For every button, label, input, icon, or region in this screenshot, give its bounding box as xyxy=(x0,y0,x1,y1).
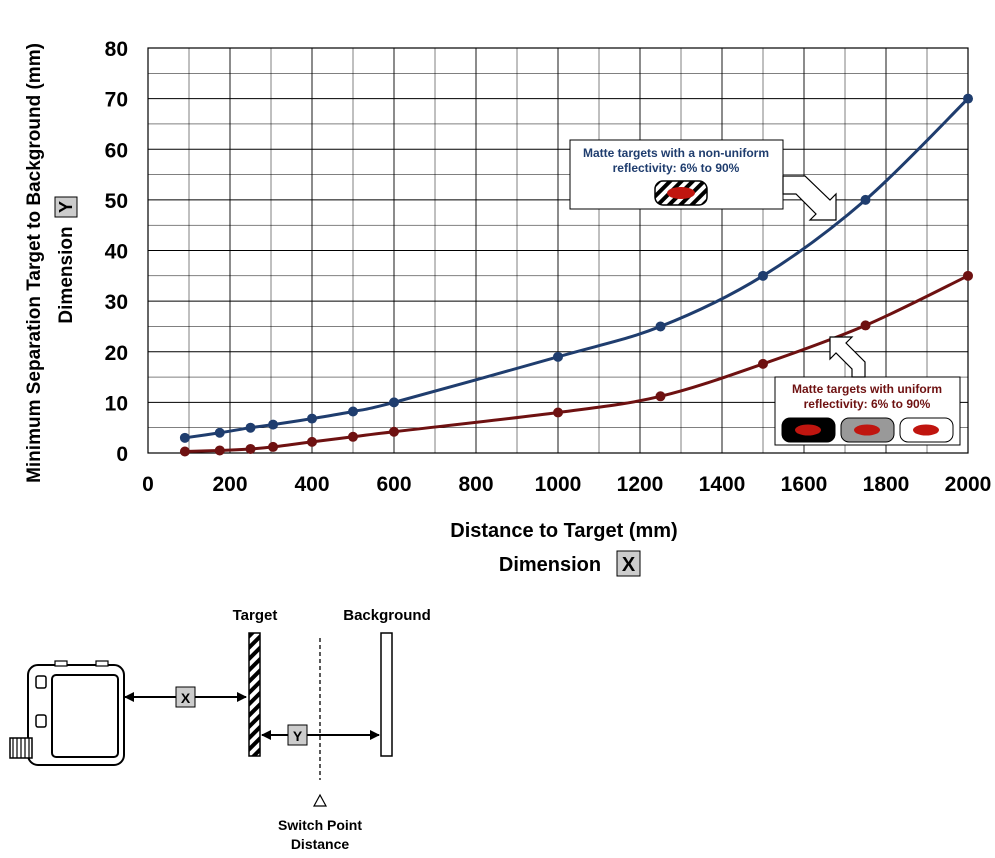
series-2-point xyxy=(963,270,973,281)
y-tick-label: 70 xyxy=(105,89,128,112)
red-spot-icon xyxy=(854,424,880,436)
switch-point-label-line2: Distance xyxy=(291,836,350,852)
x-tick-label: 0 xyxy=(142,473,154,496)
line-chart: 0 10 20 30 40 50 60 70 80 0 200 400 600 800 1000 1200 1… xyxy=(24,38,991,577)
x-tick-label: 1600 xyxy=(781,473,828,496)
y-tick-label: 30 xyxy=(105,291,128,314)
target-plate xyxy=(248,632,261,757)
y-tick-label: 40 xyxy=(105,241,128,264)
annotation-uniform-line2: reflectivity: 6% to 90% xyxy=(804,397,931,411)
x-diagram-badge: X xyxy=(181,690,191,706)
y-tick-label: 20 xyxy=(105,342,128,365)
x-tick-label: 1000 xyxy=(535,473,582,496)
series-1-point xyxy=(214,427,225,438)
y-axis-label: Minimum Separation Target to Background … xyxy=(24,43,45,483)
y-axis-dimension-label: Dimension Y xyxy=(54,196,78,324)
y-axis-dimension-text: Dimension xyxy=(56,226,77,323)
series-1-point xyxy=(860,194,871,205)
y-badge-box xyxy=(54,196,78,218)
x-tick-label: 800 xyxy=(458,473,493,496)
series-2-point xyxy=(214,445,225,456)
series-2-point xyxy=(655,391,666,402)
y-tick-label: 80 xyxy=(105,38,128,61)
background-label: Background xyxy=(343,607,431,624)
series-1-point xyxy=(268,419,279,430)
x-tick-label: 200 xyxy=(212,473,247,496)
annotation-non-uniform-line1: Matte targets with a non-uniform xyxy=(583,146,769,160)
background-plate xyxy=(380,632,393,757)
x-tick-label: 1200 xyxy=(617,473,664,496)
series-2-point xyxy=(758,358,768,369)
series-1-point xyxy=(348,406,358,417)
x-badge: X xyxy=(622,554,636,576)
y-tick-labels: 0 10 20 30 40 50 60 70 80 xyxy=(105,38,128,466)
series-1-point xyxy=(179,432,190,443)
annotation-uniform-line1: Matte targets with uniform xyxy=(792,382,942,396)
red-spot-icon xyxy=(913,424,939,436)
annotation-uniform: Matte targets with uniform reflectivity:… xyxy=(774,336,961,446)
sensor-icon xyxy=(9,660,125,766)
annotation-non-uniform: Matte targets with a non-uniform reflect… xyxy=(569,139,837,221)
series-2-point xyxy=(553,407,563,418)
series-2-point xyxy=(245,443,256,454)
x-diagram-badge-box xyxy=(175,686,196,708)
series-2-point xyxy=(860,320,871,331)
y-diagram-badge: Y xyxy=(293,728,303,744)
y-diagram-badge-box xyxy=(287,724,308,746)
x-tick-label: 1800 xyxy=(863,473,910,496)
red-spot-icon xyxy=(795,424,821,436)
series-1-point xyxy=(758,270,768,281)
y-badge: Y xyxy=(56,201,76,213)
y-axis-title: Minimum Separation Target to Background … xyxy=(24,43,45,483)
switch-point-triangle-icon xyxy=(312,793,328,807)
switch-point-label-line1: Switch Point xyxy=(278,817,362,833)
callout-arrow-icon xyxy=(782,175,837,221)
x-tick-labels: 0 200 400 600 800 1000 1200 1400 1600 1800 2000 xyxy=(142,473,991,496)
series-layer xyxy=(179,93,973,457)
x-tick-label: 600 xyxy=(376,473,411,496)
red-spot-icon xyxy=(667,187,695,199)
x-badge-box xyxy=(616,550,641,577)
series-2-point xyxy=(307,436,317,447)
callout-arrow-icon xyxy=(829,336,866,378)
y-tick-label: 50 xyxy=(105,190,128,213)
x-axis-title: Distance to Target (mm) xyxy=(450,520,677,542)
x-tick-label: 1400 xyxy=(699,473,746,496)
y-tick-label: 60 xyxy=(105,139,128,162)
y-tick-label: 10 xyxy=(105,392,128,415)
series-1-point xyxy=(963,93,973,104)
series-2-point xyxy=(389,426,399,437)
measurement-diagram: Target Background Switch Point Distance … xyxy=(9,607,431,852)
target-label: Target xyxy=(233,607,278,624)
annotation-non-uniform-line2: reflectivity: 6% to 90% xyxy=(613,161,740,175)
series-2-point xyxy=(268,441,279,452)
series-1-point xyxy=(245,422,256,433)
series-1-point xyxy=(389,397,399,408)
series-2-point xyxy=(179,446,190,457)
x-tick-label: 400 xyxy=(294,473,329,496)
series-1-point xyxy=(307,413,317,424)
x-axis-dimension-text: Dimension xyxy=(499,554,601,576)
series-1-point xyxy=(553,351,563,362)
plot-frame xyxy=(147,47,969,454)
series-2-point xyxy=(348,431,358,442)
series-1-point xyxy=(655,321,666,332)
x-tick-label: 2000 xyxy=(945,473,992,496)
y-tick-label: 0 xyxy=(116,443,128,466)
